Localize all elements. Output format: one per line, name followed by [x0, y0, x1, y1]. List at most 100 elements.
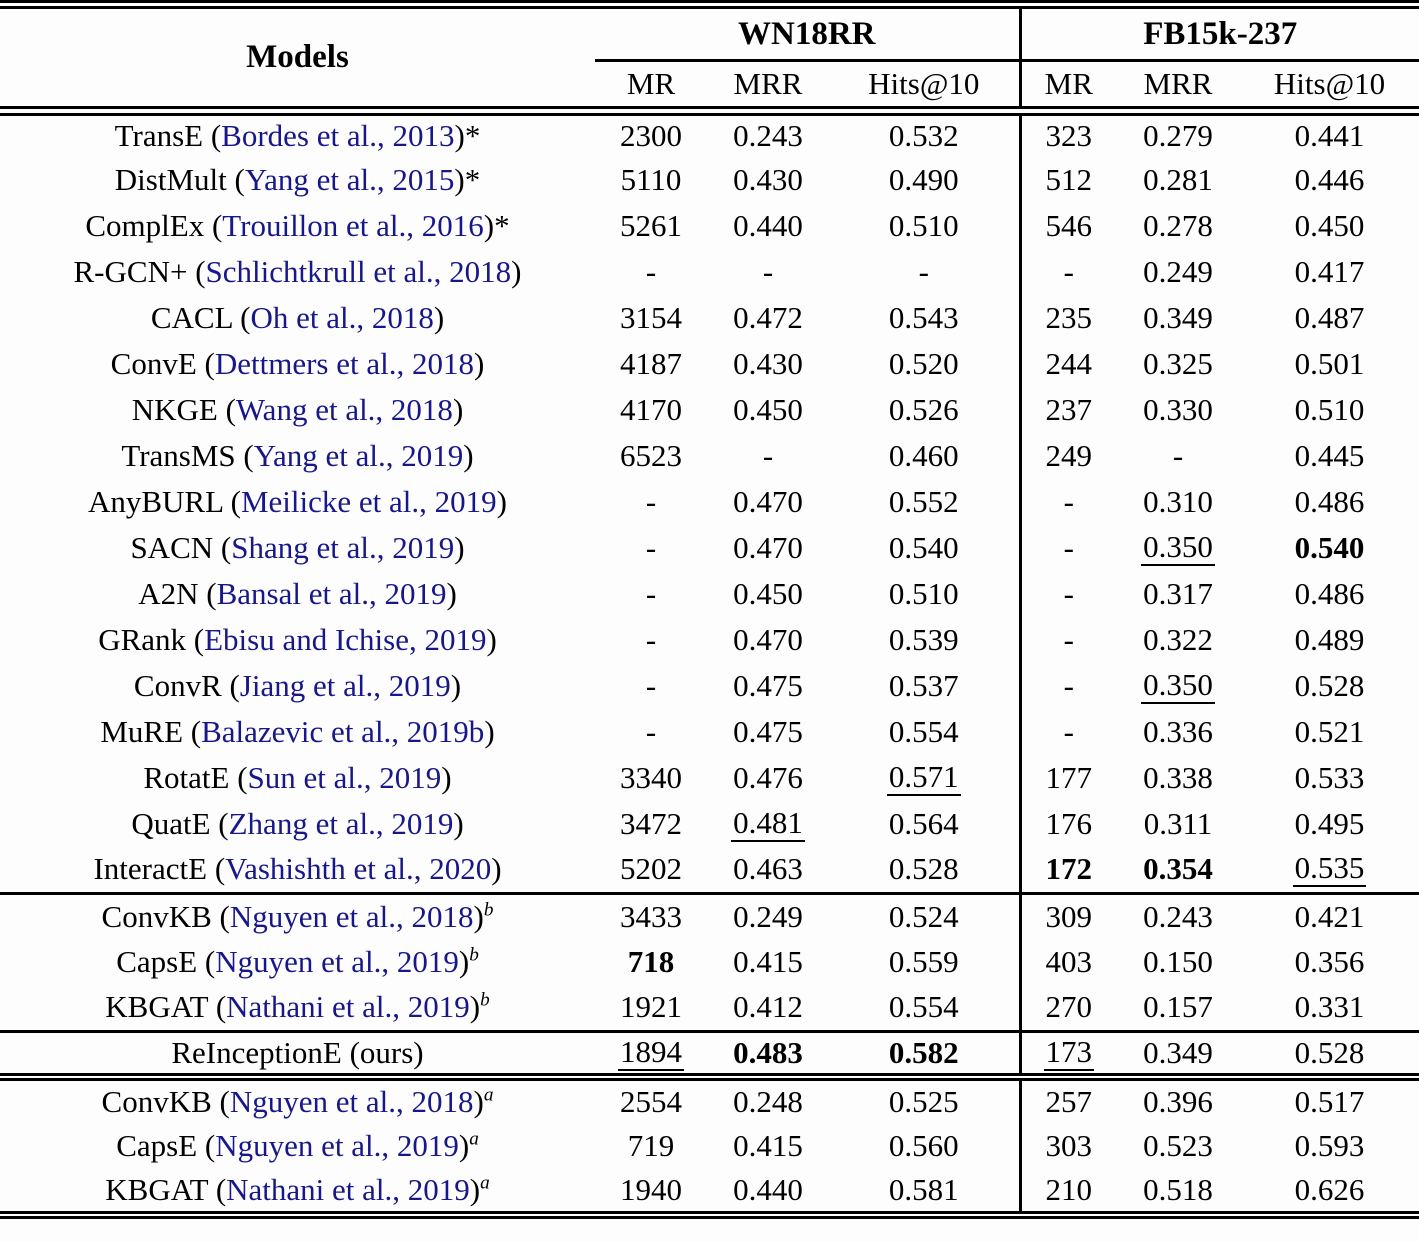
metric-value: 0.417: [1294, 253, 1365, 289]
metric-value: 0.483: [733, 1034, 803, 1070]
metric-value: 0.322: [1143, 621, 1213, 657]
model-cell: ConvKB (Nguyen et al., 2018)b: [101, 898, 494, 934]
metric-value: 0.421: [1294, 898, 1365, 934]
citation-link[interactable]: Nathani et al., 2019: [226, 1171, 470, 1207]
metric-value: 5261: [620, 207, 682, 243]
metric-value: 0.450: [733, 391, 803, 427]
citation-link[interactable]: Nguyen et al., 2019: [215, 1127, 459, 1163]
metric-value: 0.157: [1143, 989, 1213, 1025]
citation-link[interactable]: Sun et al., 2019: [247, 759, 442, 795]
citation-link[interactable]: Dettmers et al., 2018: [214, 345, 474, 381]
citation-link[interactable]: Jiang et al., 2019: [239, 667, 451, 703]
table-row: ConvR (Jiang et al., 2019) -0.475 0.537-0.…: [0, 663, 1419, 709]
metric-value: 0.278: [1143, 207, 1213, 243]
metric-value: 235: [1018, 295, 1117, 341]
model-cell: NKGE (Wang et al., 2018): [131, 391, 464, 427]
citation-link[interactable]: Nguyen et al., 2018: [229, 898, 474, 934]
citation-link[interactable]: Yang et al., 2019: [253, 437, 464, 473]
metric-value: 176: [1018, 801, 1117, 847]
metric-value: 0.279: [1143, 118, 1213, 154]
metric-value: 0.521: [1294, 713, 1365, 749]
table-row: CapsE (Nguyen et al., 2019)b 718 0.415 0.55…: [0, 939, 1419, 985]
table-row: KBGAT (Nathani et al., 2019)a 1940 0.440 0.…: [0, 1169, 1419, 1215]
metric-value: -: [645, 667, 657, 703]
metric-value: 0.535: [1292, 850, 1367, 888]
metric-value: 0.325: [1143, 345, 1213, 381]
variant-superscript: a: [480, 1172, 490, 1194]
variant-superscript: b: [469, 944, 479, 966]
metric-value: 3154: [620, 299, 682, 335]
model-cell: InteractE (Vashishth et al., 2020): [93, 851, 502, 887]
model-name: AnyBURL: [87, 483, 223, 519]
table-row: KBGAT (Nathani et al., 2019)b 1921 0.412 0.…: [0, 985, 1419, 1031]
header-metric-mr-fb: MR: [1018, 60, 1117, 116]
model-name: ConvE: [110, 345, 197, 381]
metric-value: 0.533: [1294, 759, 1365, 795]
citation-link[interactable]: Bordes et al., 2013: [221, 118, 455, 154]
citation-link[interactable]: Schlichtkrull et al., 2018: [205, 253, 512, 289]
model-name: ReInceptionE (ours): [171, 1034, 424, 1070]
model-cell: ConvKB (Nguyen et al., 2018)a: [101, 1083, 494, 1119]
model-cell: ComplEx (Trouillon et al., 2016)*: [85, 207, 510, 243]
table-section-4: ConvKB (Nguyen et al., 2018)a 2554 0.248 0.…: [0, 1077, 1419, 1215]
citation-link[interactable]: Yang et al., 2015: [244, 161, 455, 197]
metric-value: 3340: [620, 759, 682, 795]
header-metrics-row: MR MRR Hits@10 MR MRR Hits@10: [0, 60, 1419, 116]
metric-value: 3433: [620, 898, 682, 934]
metric-value: 210: [1018, 1169, 1117, 1215]
metric-value: 0.350: [1141, 529, 1215, 566]
citation-link[interactable]: Balazevic et al., 2019b: [201, 713, 485, 749]
citation-link[interactable]: Trouillon et al., 2016: [222, 207, 484, 243]
citation-link[interactable]: Oh et al., 2018: [250, 299, 434, 335]
metric-value: -: [645, 575, 657, 611]
metric-value: 0.470: [733, 483, 803, 519]
model-cell: MuRE (Balazevic et al., 2019b): [100, 713, 495, 749]
citation-link[interactable]: Meilicke et al., 2019: [240, 483, 497, 519]
metric-value: 4187: [620, 345, 682, 381]
citation-link[interactable]: Shang et al., 2019: [231, 529, 455, 565]
metric-value: 0.349: [1143, 1034, 1213, 1070]
variant-superscript: a: [483, 1084, 494, 1106]
model-cell: AnyBURL (Meilicke et al., 2019): [87, 483, 507, 519]
citation-link[interactable]: Bansal et al., 2019: [216, 575, 447, 611]
header-metric-mrr-wn: MRR: [707, 60, 829, 116]
header-wn18rr: WN18RR: [595, 4, 1021, 62]
metric-value: 0.336: [1143, 713, 1213, 749]
metric-value: 0.481: [731, 805, 805, 842]
metric-value: 0.356: [1294, 943, 1365, 979]
model-cell: KBGAT (Nathani et al., 2019)a: [105, 1171, 490, 1207]
table-row: CapsE (Nguyen et al., 2019)a 719 0.415 0.56…: [0, 1123, 1419, 1169]
citation-link[interactable]: Zhang et al., 2019: [228, 805, 454, 841]
metric-value: 0.501: [1294, 345, 1365, 381]
metric-value: 0.354: [1143, 851, 1213, 887]
model-cell: ConvR (Jiang et al., 2019): [133, 667, 462, 703]
metric-value: 0.415: [733, 1127, 803, 1163]
metric-value: 172: [1018, 847, 1117, 893]
citation-link[interactable]: Nguyen et al., 2019: [215, 943, 459, 979]
metric-value: 5110: [620, 161, 682, 197]
citation-link[interactable]: Wang et al., 2018: [235, 391, 453, 427]
citation-link[interactable]: Nathani et al., 2019: [226, 989, 470, 1025]
metric-value: 0.446: [1294, 161, 1365, 197]
metric-value: 0.581: [888, 1171, 959, 1207]
metric-value: -: [1018, 617, 1117, 663]
metric-value: 0.430: [733, 161, 803, 197]
citation-link[interactable]: Nguyen et al., 2018: [229, 1083, 474, 1119]
metric-value: 0.441: [1294, 118, 1365, 154]
model-name: R-GCN+: [73, 253, 188, 289]
model-name: KBGAT: [105, 1171, 209, 1207]
metric-value: 249: [1018, 433, 1117, 479]
citation-link[interactable]: Ebisu and Ichise, 2019: [204, 621, 487, 657]
metric-value: 0.249: [733, 898, 803, 934]
metric-value: 0.460: [888, 437, 959, 473]
model-cell: CACL (Oh et al., 2018): [150, 299, 445, 335]
model-cell: KBGAT (Nathani et al., 2019)b: [105, 989, 490, 1025]
metric-value: 0.463: [733, 851, 803, 887]
metric-value: 0.248: [733, 1083, 803, 1119]
metric-value: 0.486: [1294, 575, 1365, 611]
metric-value: 2300: [620, 118, 682, 154]
citation-link[interactable]: Vashishth et al., 2020: [225, 851, 492, 887]
metric-value: 257: [1018, 1077, 1117, 1123]
metric-value: 0.440: [733, 1171, 803, 1207]
